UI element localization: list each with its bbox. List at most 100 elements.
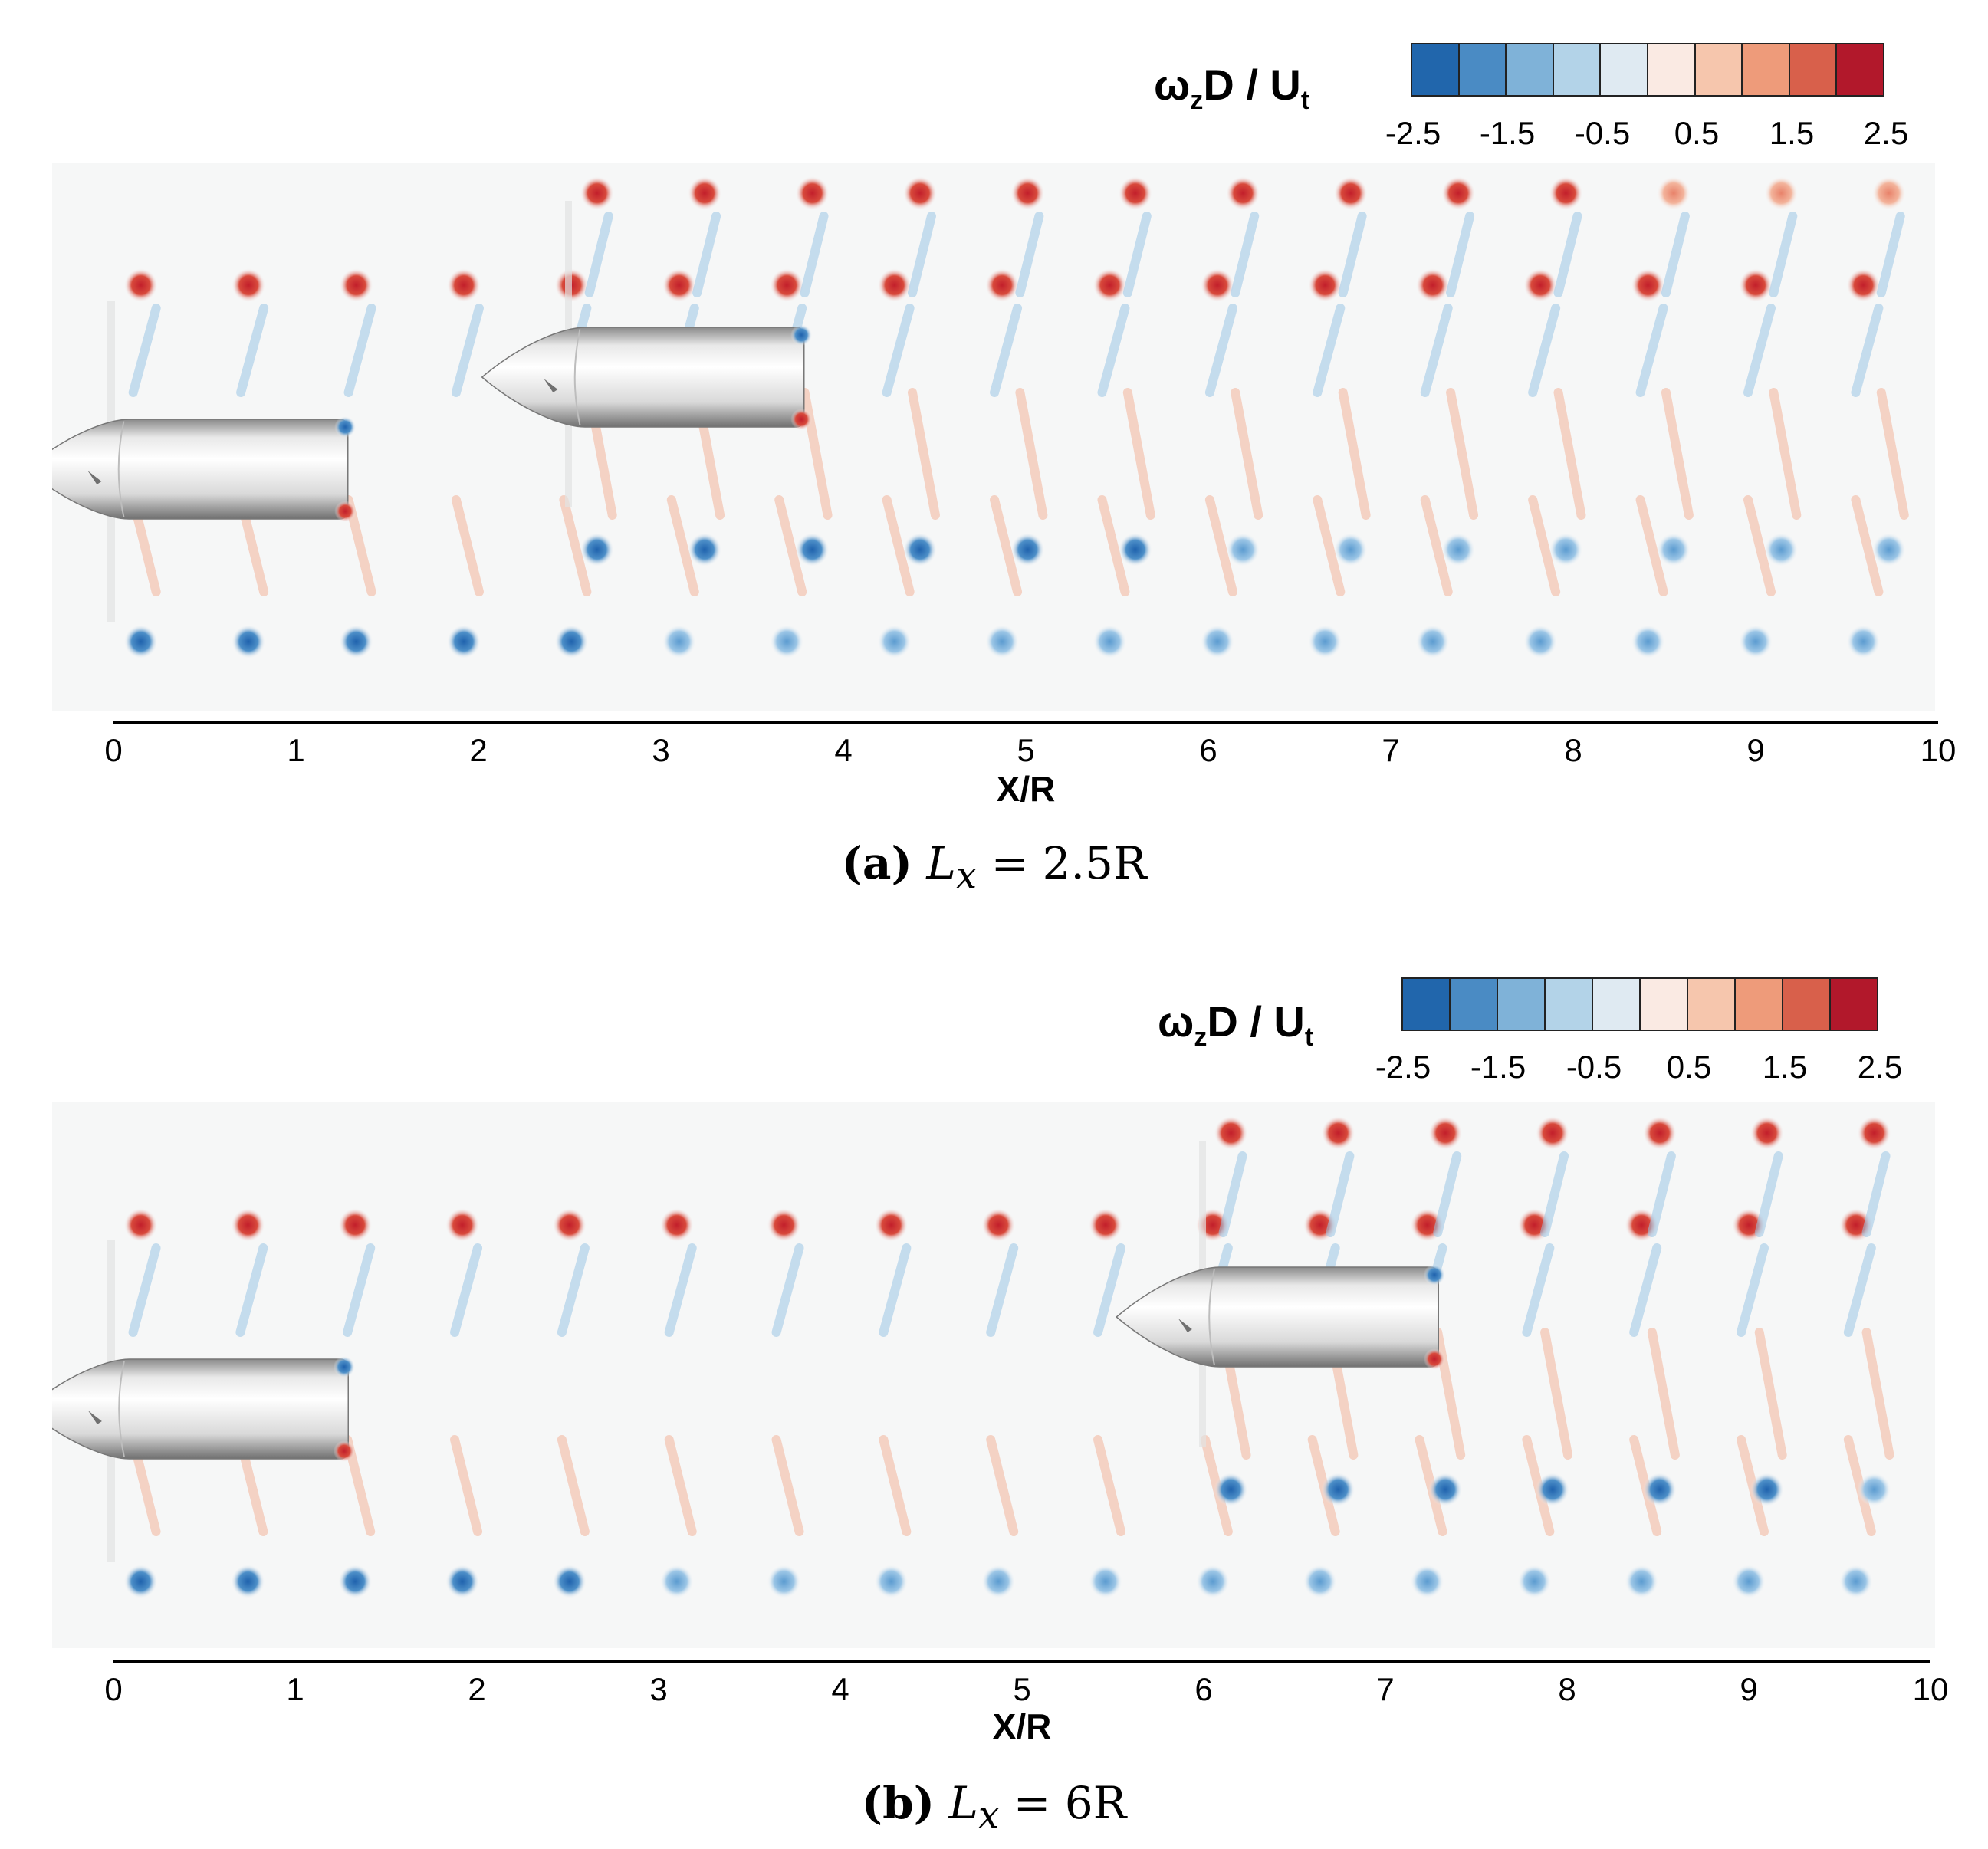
- wake-streak: [1540, 1151, 1569, 1237]
- wake-streak: [1204, 495, 1237, 596]
- tip-vortex-negative: [1089, 1565, 1123, 1598]
- wake-streak: [1661, 388, 1694, 520]
- colorbar-tick: -0.5: [1566, 1049, 1622, 1085]
- tip-vortex-negative: [552, 1565, 587, 1598]
- x-axis-label: X/R: [992, 1706, 1052, 1746]
- root-vortex: [333, 1440, 355, 1462]
- tip-vortex-positive: [1415, 268, 1450, 302]
- tip-vortex-positive: [1549, 176, 1583, 210]
- colorbar-segment: [1553, 44, 1602, 95]
- wake-streak: [236, 304, 269, 397]
- tip-vortex-negative: [1625, 1565, 1659, 1598]
- tip-vortex-positive: [1093, 268, 1127, 302]
- tip-vortex-negative: [339, 625, 373, 658]
- wake-streak: [666, 495, 699, 596]
- colorbar-tick: -1.5: [1479, 115, 1536, 151]
- wake-streak: [1629, 1243, 1662, 1337]
- wake-streak: [879, 1243, 912, 1337]
- tip-vortex-negative: [1631, 625, 1665, 658]
- wake-streak: [1231, 388, 1263, 520]
- tip-vortex-negative: [1093, 625, 1127, 658]
- colorbar-segment: [1546, 979, 1593, 1030]
- wake-streak: [1433, 1328, 1466, 1460]
- colorbar-tick: 2.5: [1857, 1049, 1903, 1085]
- tip-vortex-negative: [1656, 533, 1691, 567]
- tip-vortex-negative: [1010, 533, 1045, 567]
- wake-streak: [990, 495, 1023, 596]
- colorbar-segment: [1641, 979, 1688, 1030]
- x-tick-label: 8: [1564, 732, 1582, 768]
- colorbar-tick: 2.5: [1863, 115, 1909, 151]
- wake-streak: [1528, 495, 1561, 596]
- wake-streak: [771, 1243, 804, 1337]
- x-tick-label: 1: [286, 1671, 304, 1707]
- tip-vortex-negative: [1195, 1565, 1230, 1598]
- colorbar-segment: [1459, 44, 1507, 95]
- tip-vortex-positive: [1321, 1116, 1355, 1150]
- wake-streak: [907, 212, 936, 297]
- tip-vortex-positive: [338, 1208, 373, 1242]
- x-axis: [113, 1660, 1930, 1706]
- tip-vortex-positive: [1750, 1116, 1784, 1150]
- wake-streak: [1446, 212, 1475, 297]
- x-tick-label: 4: [831, 1671, 849, 1707]
- x-axis-line: [113, 721, 1938, 724]
- tip-vortex-negative: [1303, 1565, 1337, 1598]
- tip-vortex-positive: [445, 1208, 480, 1242]
- wake-streak: [774, 495, 807, 596]
- tip-vortex-positive: [1089, 1208, 1123, 1242]
- wake-streak: [771, 1435, 804, 1536]
- tip-vortex-negative: [1415, 625, 1450, 658]
- wake-streak: [1861, 1328, 1894, 1460]
- tip-vortex-negative: [877, 625, 912, 658]
- x-tick-label: 9: [1746, 732, 1765, 768]
- tip-vortex-negative: [232, 625, 266, 658]
- tip-vortex-negative: [659, 1565, 694, 1598]
- wake-streak: [1553, 212, 1582, 297]
- tip-vortex-negative: [1750, 1473, 1784, 1506]
- wake-streak: [1313, 304, 1346, 397]
- wake-streak: [1231, 212, 1260, 297]
- tip-vortex-positive: [1308, 268, 1342, 302]
- tip-vortex-negative: [1214, 1473, 1248, 1506]
- wake-streak: [1338, 212, 1367, 297]
- tip-vortex-negative: [580, 533, 614, 567]
- vorticity-field: [52, 1116, 1894, 1598]
- wake-streak: [450, 1435, 483, 1536]
- wake-streak: [1097, 304, 1130, 397]
- colorbar-segment: [1837, 44, 1883, 95]
- tip-vortex-positive: [662, 268, 696, 302]
- tip-vortex-negative: [1517, 1565, 1552, 1598]
- vorticity-contour-plot: [52, 1102, 1935, 1648]
- vorticity-field: [52, 176, 1909, 658]
- tip-vortex-positive: [1656, 176, 1691, 210]
- x-tick-label: 3: [649, 1671, 668, 1707]
- colorbar-segment: [1736, 979, 1783, 1030]
- x-tick-label: 3: [652, 732, 670, 768]
- wake-streak: [907, 388, 940, 520]
- tip-vortex-positive: [1536, 1116, 1570, 1150]
- wake-streak: [557, 1243, 590, 1337]
- x-tick-label: 5: [1013, 1671, 1031, 1707]
- tip-vortex-positive: [902, 176, 937, 210]
- wake-streak: [1876, 212, 1905, 297]
- colorbar-segment: [1403, 979, 1451, 1030]
- wake-streak: [451, 304, 484, 397]
- tip-vortex-positive: [1642, 1116, 1677, 1150]
- x-tick-label: 1: [287, 732, 305, 768]
- root-vortex: [333, 1356, 355, 1378]
- tip-vortex-negative: [1846, 625, 1881, 658]
- tip-vortex-negative: [1739, 625, 1773, 658]
- tip-vortex-negative: [770, 625, 804, 658]
- tip-vortex-negative: [1549, 533, 1583, 567]
- tip-vortex-positive: [770, 268, 804, 302]
- colorbar: [1411, 43, 1884, 97]
- colorbar-segment: [1831, 979, 1877, 1030]
- x-tick-label: 8: [1558, 1671, 1576, 1707]
- caption-a: (a) Lx = 2.5R: [841, 837, 1147, 898]
- wake-streak: [1737, 1243, 1769, 1337]
- wake-streak: [882, 304, 915, 397]
- tip-vortex-positive: [1441, 176, 1476, 210]
- wake-streak: [1093, 1435, 1126, 1536]
- root-vortex: [334, 416, 357, 438]
